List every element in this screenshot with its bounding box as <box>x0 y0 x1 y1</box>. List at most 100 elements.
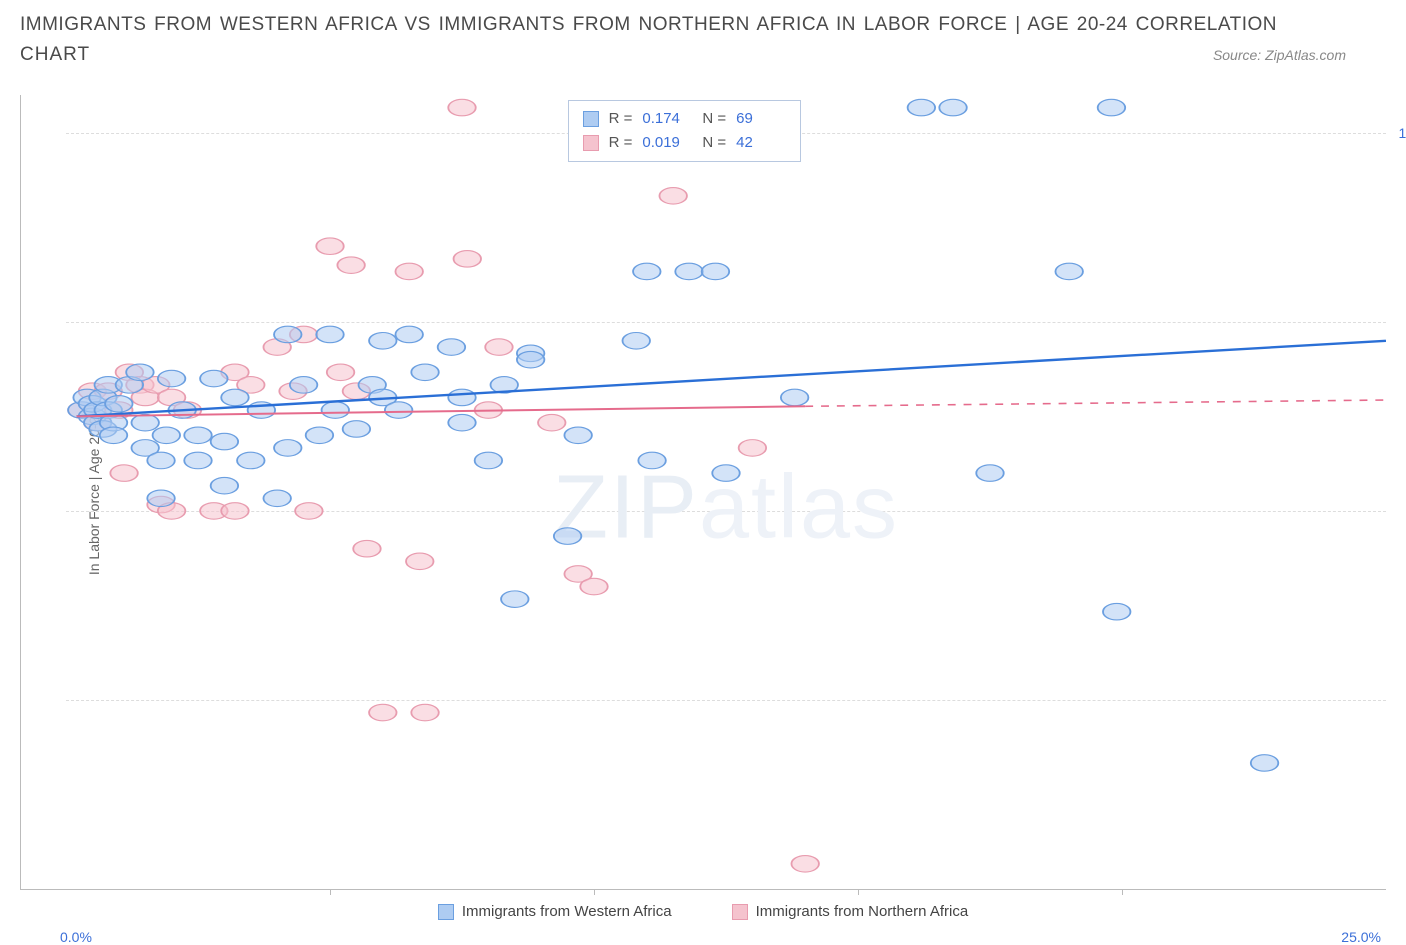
data-point <box>580 578 607 595</box>
data-point <box>1251 755 1278 772</box>
data-point <box>184 427 211 444</box>
legend-label-a: Immigrants from Western Africa <box>462 903 672 920</box>
data-point <box>939 99 966 116</box>
data-point <box>395 326 422 343</box>
plot-area: ZIPatlas R = 0.174 N = 69 R = 0.019 N = … <box>66 95 1386 889</box>
data-point <box>791 856 818 873</box>
data-point <box>158 370 185 387</box>
data-point <box>211 477 238 494</box>
legend-swatch-b <box>732 904 748 920</box>
data-point <box>623 333 650 350</box>
data-point <box>274 440 301 457</box>
data-point <box>237 452 264 469</box>
data-point <box>1055 263 1082 280</box>
legend-label-b: Immigrants from Northern Africa <box>756 903 969 920</box>
series-b-swatch <box>583 135 599 151</box>
data-point <box>564 427 591 444</box>
data-point <box>908 99 935 116</box>
data-point <box>147 490 174 507</box>
data-point <box>126 364 153 381</box>
data-point <box>485 339 512 356</box>
legend-item-a: Immigrants from Western Africa <box>438 903 672 920</box>
chart-header: IMMIGRANTS FROM WESTERN AFRICA VS IMMIGR… <box>0 0 1406 66</box>
data-point <box>702 263 729 280</box>
data-point <box>659 188 686 205</box>
data-point <box>406 553 433 570</box>
x-tick-mark <box>330 889 331 895</box>
stats-legend-box: R = 0.174 N = 69 R = 0.019 N = 42 <box>568 100 802 162</box>
data-point <box>411 364 438 381</box>
chart-container: In Labor Force | Age 20-24 ZIPatlas R = … <box>20 95 1386 890</box>
bottom-legend: 0.0% Immigrants from Western Africa Immi… <box>0 903 1406 920</box>
data-point <box>221 503 248 520</box>
data-point <box>739 440 766 457</box>
data-point <box>712 465 739 482</box>
data-point <box>1098 99 1125 116</box>
data-point <box>184 452 211 469</box>
data-point <box>633 263 660 280</box>
data-point <box>675 263 702 280</box>
data-point <box>110 465 137 482</box>
data-point <box>554 528 581 545</box>
n-value-b: 42 <box>736 131 786 155</box>
data-point <box>274 326 301 343</box>
trendline-b-extrapolated <box>805 400 1386 406</box>
data-point <box>517 351 544 368</box>
data-point <box>200 370 227 387</box>
data-point <box>448 414 475 431</box>
x-min-label: 0.0% <box>60 929 92 945</box>
data-point <box>337 257 364 274</box>
data-point <box>263 490 290 507</box>
y-tick-label: 100.0% <box>1399 125 1406 141</box>
source-attribution: Source: ZipAtlas.com <box>1213 47 1386 63</box>
data-point <box>221 389 248 406</box>
chart-title: IMMIGRANTS FROM WESTERN AFRICA VS IMMIGR… <box>20 10 1386 40</box>
data-point <box>385 402 412 419</box>
data-point <box>353 540 380 557</box>
data-point <box>976 465 1003 482</box>
subtitle-row: CHART Source: ZipAtlas.com <box>20 44 1386 66</box>
data-point <box>316 238 343 255</box>
n-label: N = <box>702 131 726 155</box>
n-label: N = <box>702 107 726 131</box>
data-point <box>316 326 343 343</box>
data-point <box>131 414 158 431</box>
x-tick-mark <box>858 889 859 895</box>
data-point <box>211 433 238 450</box>
data-point <box>147 452 174 469</box>
data-point <box>395 263 422 280</box>
stats-row-b: R = 0.019 N = 42 <box>583 131 787 155</box>
n-value-a: 69 <box>736 107 786 131</box>
data-point <box>411 704 438 721</box>
data-point <box>438 339 465 356</box>
data-point <box>475 452 502 469</box>
series-a-swatch <box>583 111 599 127</box>
r-label: R = <box>609 131 633 155</box>
data-point <box>1103 603 1130 620</box>
data-point <box>306 427 333 444</box>
data-point <box>105 396 132 413</box>
data-point <box>290 377 317 394</box>
x-tick-mark <box>1122 889 1123 895</box>
data-point <box>153 427 180 444</box>
x-tick-mark <box>594 889 595 895</box>
data-point <box>369 704 396 721</box>
data-point <box>369 333 396 350</box>
data-point <box>501 591 528 608</box>
legend-item-b: Immigrants from Northern Africa <box>732 903 969 920</box>
data-point <box>638 452 665 469</box>
r-value-a: 0.174 <box>642 107 692 131</box>
scatter-plot <box>66 95 1386 889</box>
data-point <box>448 99 475 116</box>
chart-subtitle: CHART <box>20 44 90 66</box>
data-point <box>343 421 370 438</box>
data-point <box>454 251 481 268</box>
x-max-label: 25.0% <box>1341 929 1381 945</box>
data-point <box>327 364 354 381</box>
data-point <box>538 414 565 431</box>
data-point <box>295 503 322 520</box>
data-point <box>322 402 349 419</box>
legend-swatch-a <box>438 904 454 920</box>
stats-row-a: R = 0.174 N = 69 <box>583 107 787 131</box>
data-point <box>781 389 808 406</box>
